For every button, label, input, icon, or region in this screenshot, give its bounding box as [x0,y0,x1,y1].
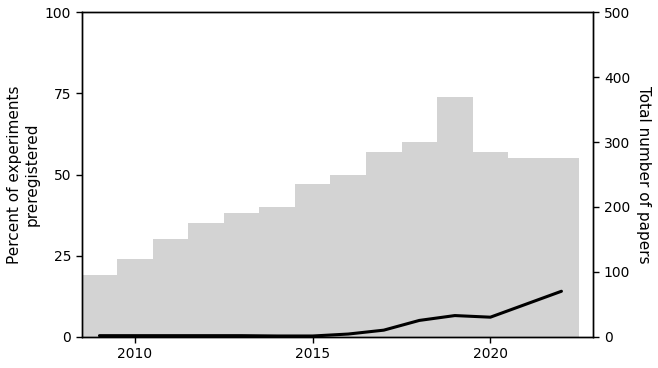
Bar [401,142,437,337]
Bar [366,152,401,337]
Bar [259,207,295,337]
Y-axis label: Total number of papers: Total number of papers [636,86,651,263]
Bar [330,174,366,337]
Bar [224,213,259,337]
Bar [437,97,472,337]
Y-axis label: Percent of experiments
preregistered: Percent of experiments preregistered [7,85,39,264]
Bar [295,184,330,337]
Bar [188,223,224,337]
Bar [544,158,579,337]
Bar [117,259,153,337]
Bar [472,152,508,337]
Bar [82,275,117,337]
Bar [153,239,188,337]
Bar [508,158,544,337]
